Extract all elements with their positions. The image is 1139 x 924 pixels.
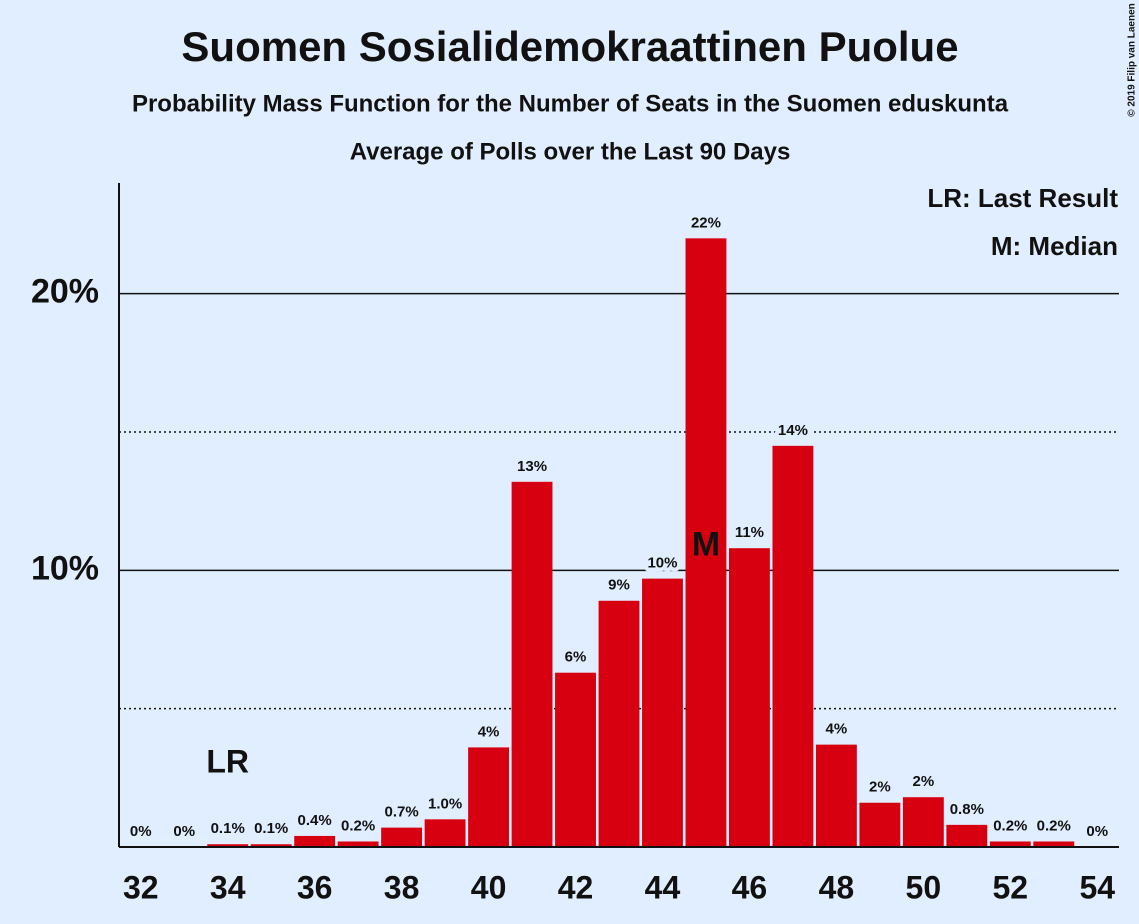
annotation: LR <box>206 744 249 780</box>
value-label: 0% <box>173 823 195 840</box>
value-label: 0.4% <box>298 812 332 829</box>
value-label: 0% <box>1086 823 1108 840</box>
value-label: 0.2% <box>341 817 375 834</box>
bar <box>468 747 509 847</box>
copyright: © 2019 Filip van Laenen <box>1127 3 1138 117</box>
bar <box>772 445 814 847</box>
bar <box>685 238 727 848</box>
value-label: 6% <box>565 649 587 666</box>
bar <box>598 600 640 847</box>
value-label: 22% <box>691 214 721 231</box>
x-tick-label: 42 <box>558 869 594 905</box>
bar <box>207 844 249 847</box>
x-tick-label: 50 <box>906 869 942 905</box>
value-label: 0.1% <box>211 820 245 837</box>
value-label: 0.7% <box>385 804 419 821</box>
value-label: 14% <box>778 422 808 439</box>
value-label: 2% <box>913 773 935 790</box>
value-label: 13% <box>517 458 547 475</box>
y-tick-label: 20% <box>31 273 99 311</box>
chart-subtitle: Average of Polls over the Last 90 Days <box>350 138 791 165</box>
x-tick-label: 36 <box>297 869 333 905</box>
x-tick-label: 38 <box>384 869 420 905</box>
x-tick-label: 46 <box>732 869 768 905</box>
bar <box>250 844 292 847</box>
x-tick-label: 34 <box>210 869 246 905</box>
annotation: M <box>692 525 720 563</box>
bar <box>729 548 770 847</box>
bar <box>337 841 379 847</box>
x-tick-label: 52 <box>993 869 1029 905</box>
legend-entry: LR: Last Result <box>927 183 1118 213</box>
x-tick-label: 54 <box>1079 869 1115 905</box>
chart-subtitle: Probability Mass Function for the Number… <box>132 90 1009 117</box>
bar <box>815 744 857 847</box>
bar <box>1033 841 1075 847</box>
bar <box>989 841 1031 847</box>
bar <box>511 481 553 847</box>
bar <box>859 802 901 847</box>
value-label: 1.0% <box>428 795 462 812</box>
x-tick-label: 32 <box>123 869 159 905</box>
value-label: 0.1% <box>254 820 288 837</box>
bar <box>381 827 423 847</box>
chart-title: Suomen Sosialidemokraattinen Puolue <box>181 23 958 70</box>
y-tick-label: 10% <box>31 549 99 587</box>
value-label: 2% <box>869 779 891 796</box>
value-label: 11% <box>735 524 764 541</box>
value-label: 0% <box>130 823 152 840</box>
value-label: 9% <box>608 577 630 594</box>
value-label: 10% <box>647 555 677 572</box>
bar <box>946 824 988 847</box>
bar <box>902 797 944 847</box>
value-label: 0.2% <box>1037 817 1071 834</box>
bar <box>642 578 683 847</box>
x-tick-label: 40 <box>471 869 507 905</box>
bar <box>555 672 596 847</box>
legend-entry: M: Median <box>991 231 1118 261</box>
value-label: 4% <box>826 721 848 738</box>
bar <box>424 819 466 847</box>
value-label: 0.8% <box>950 801 984 818</box>
x-tick-label: 48 <box>819 869 855 905</box>
value-label: 0.2% <box>993 817 1027 834</box>
bar <box>294 835 336 847</box>
value-label: 4% <box>478 723 500 740</box>
x-tick-label: 44 <box>645 869 681 905</box>
